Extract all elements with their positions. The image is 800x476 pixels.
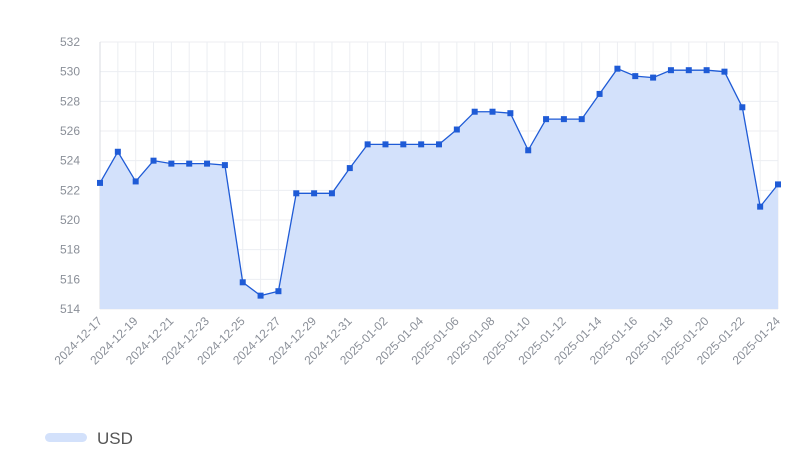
point (275, 288, 282, 295)
point (132, 178, 139, 185)
point (114, 148, 121, 155)
point (739, 104, 746, 111)
point (168, 160, 175, 167)
y-tick-label: 530 (60, 65, 80, 79)
y-tick-label: 518 (60, 243, 80, 257)
legend-swatch (45, 433, 87, 442)
point (239, 279, 246, 286)
point (543, 116, 550, 123)
point (632, 73, 639, 80)
point (97, 179, 103, 186)
point (685, 67, 692, 74)
point (525, 147, 532, 154)
point (757, 203, 764, 210)
legend-label: USD (97, 429, 133, 448)
point (382, 141, 389, 148)
point (667, 67, 674, 74)
point (186, 160, 193, 167)
point (436, 141, 442, 148)
point (650, 74, 657, 81)
point (453, 126, 460, 133)
point (471, 108, 478, 115)
point (560, 116, 567, 123)
point (614, 65, 621, 72)
point (204, 160, 211, 167)
point (221, 162, 228, 169)
point (257, 292, 264, 299)
y-tick-label: 532 (60, 35, 80, 49)
point (311, 190, 318, 197)
point (346, 165, 353, 172)
area (100, 68, 778, 309)
y-tick-label: 516 (60, 272, 80, 286)
point (418, 141, 425, 148)
point (775, 181, 781, 188)
y-tick-label: 526 (60, 124, 80, 138)
point (293, 190, 300, 197)
point (578, 116, 585, 123)
point (721, 68, 728, 75)
y-tick-label: 522 (60, 183, 80, 197)
y-tick-label: 520 (60, 213, 80, 227)
point (364, 141, 371, 148)
point (489, 108, 496, 115)
point (400, 141, 407, 148)
point (703, 67, 710, 74)
point (596, 90, 603, 97)
y-tick-label: 528 (60, 94, 80, 108)
y-tick-label: 514 (60, 302, 80, 316)
point (507, 110, 514, 117)
point (328, 190, 335, 197)
y-tick-label: 524 (60, 154, 80, 168)
point (150, 157, 157, 164)
